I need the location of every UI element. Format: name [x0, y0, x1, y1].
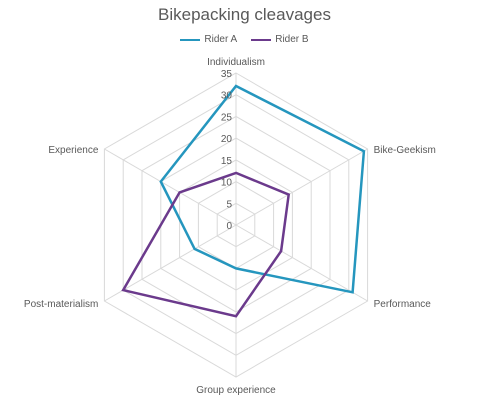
tick-label: 20 — [221, 134, 233, 145]
grid-spoke — [235, 224, 368, 302]
axis-label-individualism: Individualism — [207, 57, 265, 68]
axis-label-group-experience: Group experience — [196, 385, 276, 396]
tick-label: 10 — [221, 178, 233, 189]
legend-item-rider-b: Rider B — [251, 34, 309, 45]
legend-label-rider-b: Rider B — [275, 34, 309, 45]
legend-item-rider-a: Rider A — [180, 34, 237, 45]
tick-label: 5 — [226, 199, 232, 210]
axis-label-post-materialism: Post-materialism — [24, 299, 98, 310]
tick-label: 35 — [221, 69, 233, 80]
tick-label: 25 — [221, 112, 233, 123]
axis-label-performance: Performance — [374, 299, 432, 310]
grid-spoke — [104, 148, 237, 226]
axis-label-bike-geekism: Bike-Geekism — [374, 145, 436, 156]
legend-swatch-rider-b — [251, 38, 272, 41]
chart-title: Bikepacking cleavages — [158, 5, 331, 24]
grid-spoke — [104, 224, 237, 302]
axis-label-experience: Experience — [48, 145, 98, 156]
legend: Rider A Rider B — [0, 34, 489, 45]
tick-label: 0 — [226, 221, 232, 232]
grid-spoke — [235, 148, 368, 226]
legend-label-rider-a: Rider A — [204, 34, 238, 45]
tick-label: 15 — [221, 156, 233, 167]
legend-swatch-rider-a — [180, 38, 201, 41]
tick-label: 30 — [221, 91, 233, 102]
